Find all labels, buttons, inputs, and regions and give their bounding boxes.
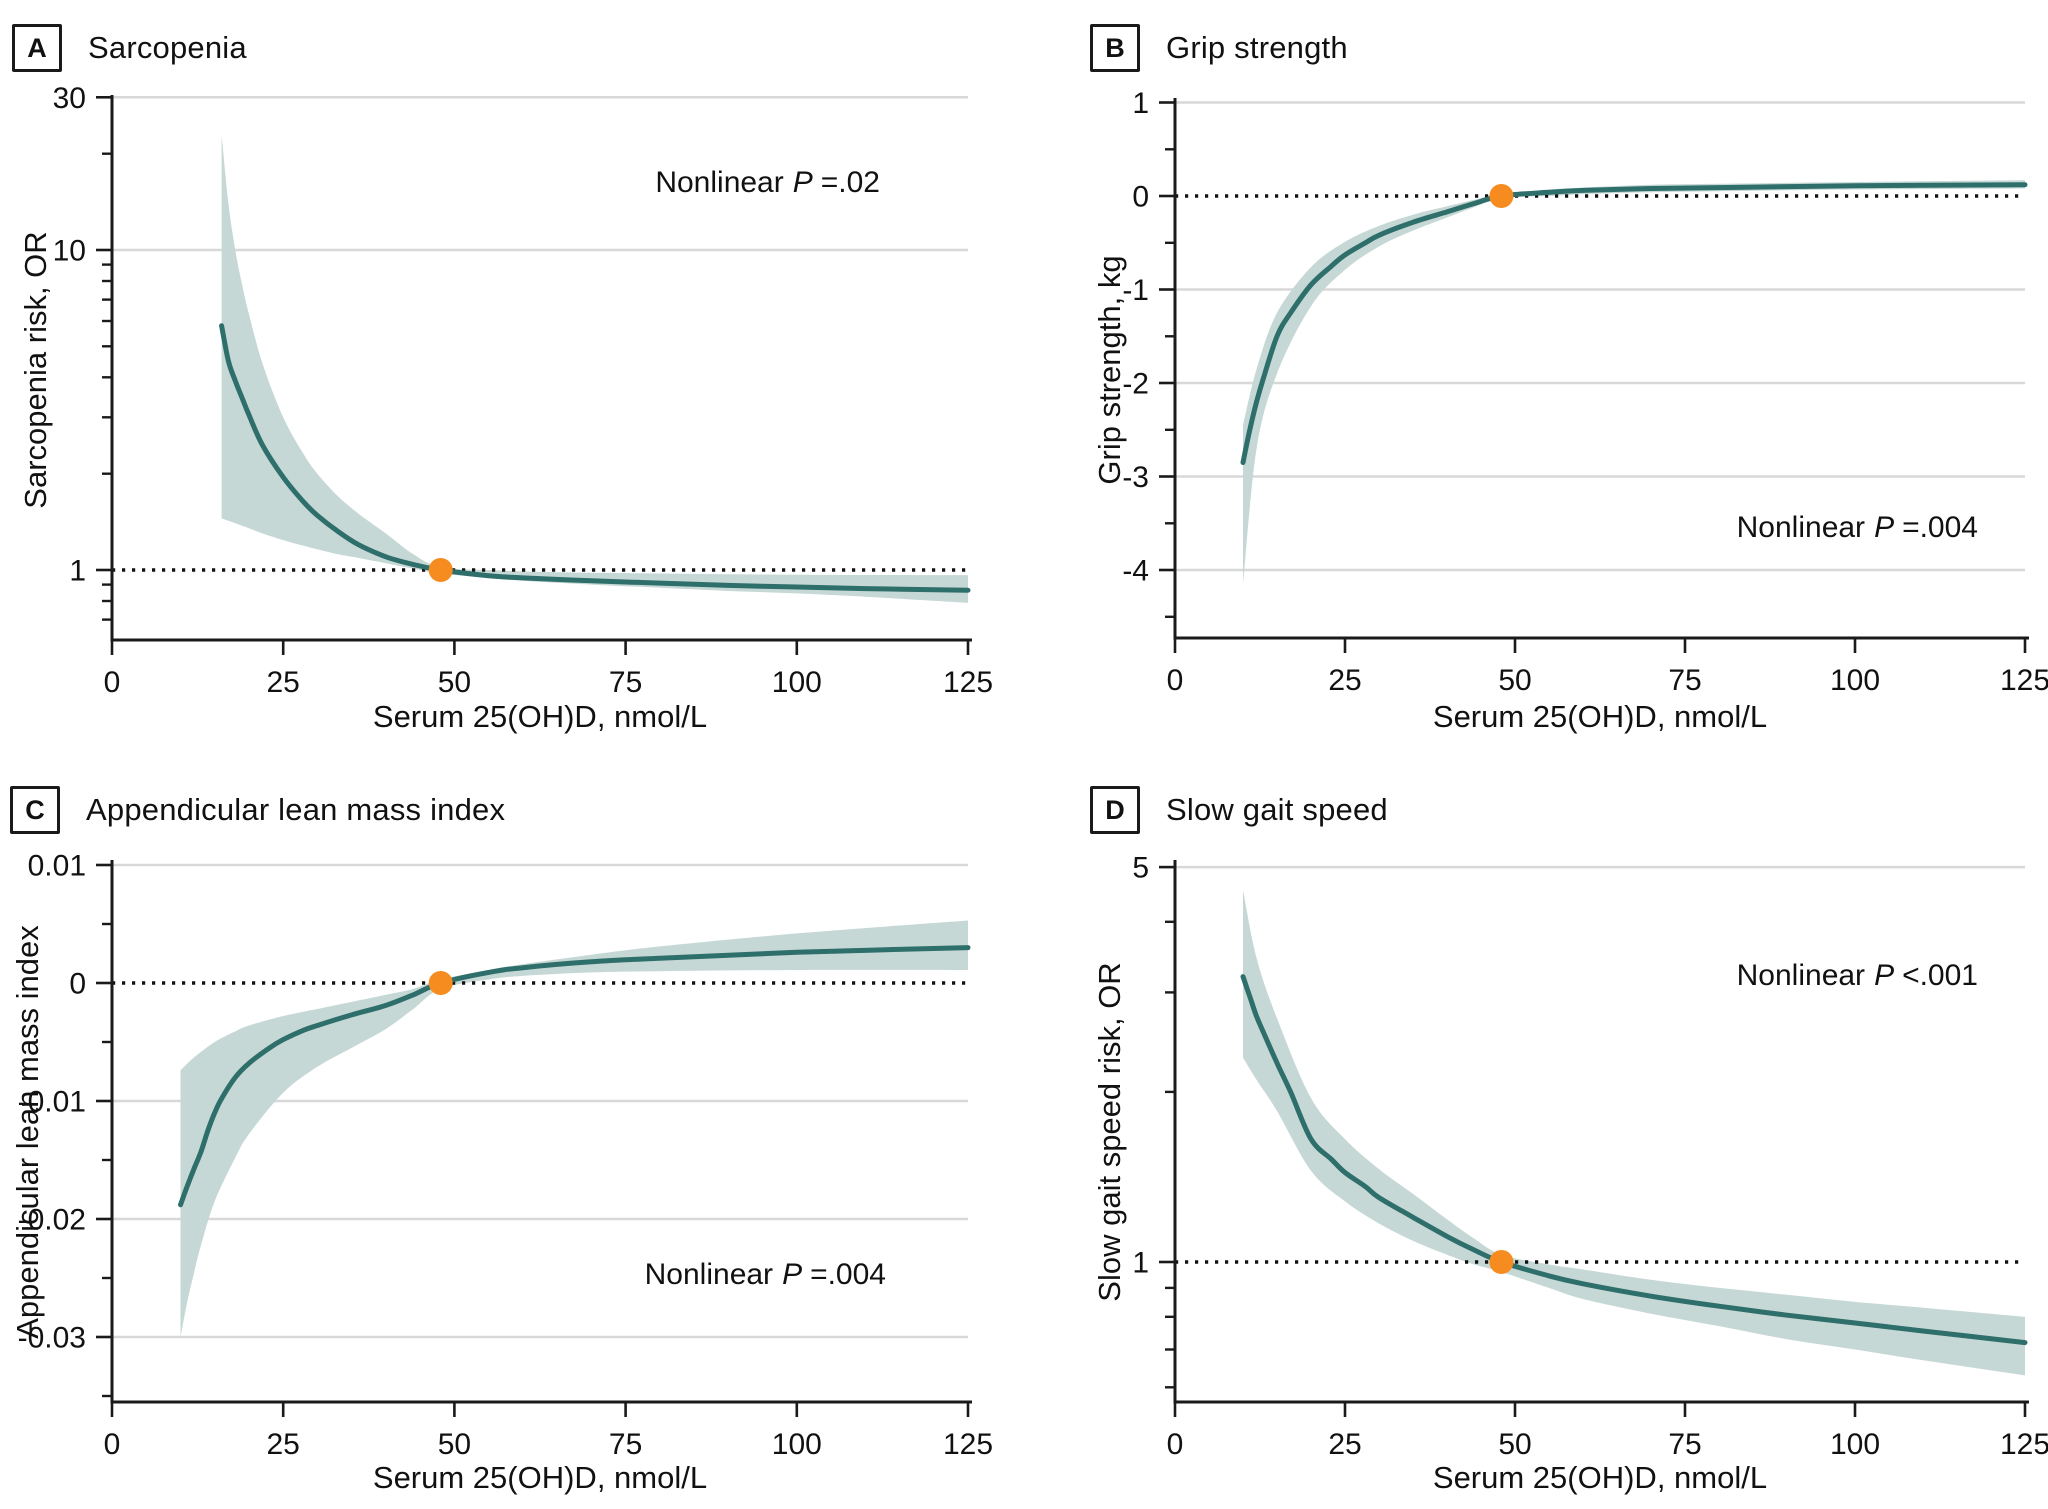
annotation-prefix: Nonlinear xyxy=(644,1258,774,1291)
x-tick-label: 50 xyxy=(1498,1428,1531,1461)
y-tick-label: 5 xyxy=(1132,852,1149,885)
confidence-band xyxy=(221,134,969,603)
estimate-curve xyxy=(1240,182,2028,465)
y-tick-label: 0.01 xyxy=(28,850,86,883)
panel-c-letter: C xyxy=(25,794,45,825)
x-tick-label: 25 xyxy=(1328,664,1361,697)
plot-b: 1 0 -1 -2 -3 -4 0 25 50 75 100 125 xyxy=(1122,87,2048,697)
panel-c-x-axis-title: Serum 25(OH)D, nmol/L xyxy=(372,1460,708,1495)
reference-dot xyxy=(1489,1250,1514,1274)
panel-a-y-axis-title: Sarcopenia risk, OR xyxy=(18,231,53,509)
panel-d-annotation: Nonlinear P <.001 xyxy=(1737,959,1978,993)
annotation-value: =.02 xyxy=(820,166,880,199)
x-tick-label: 75 xyxy=(1668,664,1701,697)
x-tick-label: 100 xyxy=(772,666,822,699)
y-tick-label: 0 xyxy=(69,968,86,1001)
estimate-curve xyxy=(219,323,971,593)
plot-c: 0.01 0 -0.01 -0.02 -0.03 0 25 50 75 100 125 xyxy=(18,850,993,1462)
panel-b-letter: B xyxy=(1105,32,1125,63)
reference-dot xyxy=(428,971,453,995)
panel-a-annotation: Nonlinear P =.02 xyxy=(655,166,880,200)
panel-b-header: B Grip strength xyxy=(1090,24,1348,72)
annotation-prefix: Nonlinear xyxy=(1736,511,1866,544)
panel-a-x-axis-title: Serum 25(OH)D, nmol/L xyxy=(372,699,708,734)
y-tick-label: 10 xyxy=(53,235,86,268)
x-tick-label: 75 xyxy=(609,666,642,699)
panel-d-header: D Slow gait speed xyxy=(1090,786,1388,834)
plot-d: 5 1 0 25 50 75 100 125 xyxy=(1132,852,2048,1461)
x-tick-label: 25 xyxy=(267,666,300,699)
panel-b-y-axis-title: Grip strength, kg xyxy=(1092,255,1127,485)
panel-d-title: Slow gait speed xyxy=(1166,792,1388,827)
y-tick-label: -0.02 xyxy=(18,1204,86,1237)
annotation-p-symbol: P xyxy=(1874,959,1895,992)
y-tick-label: -4 xyxy=(1122,555,1149,588)
x-tick-label: 0 xyxy=(1167,664,1184,697)
x-tick-label: 0 xyxy=(104,1428,121,1461)
panel-c-annotation: Nonlinear P =.004 xyxy=(645,1258,886,1292)
annotation-prefix: Nonlinear xyxy=(655,166,784,199)
panel-b-letter-box: B xyxy=(1090,24,1140,72)
x-tick-label: 125 xyxy=(943,666,993,699)
y-tick-label: 0 xyxy=(1132,181,1149,214)
y-tick-label: -3 xyxy=(1122,461,1149,494)
panel-d-letter: D xyxy=(1105,794,1125,825)
panel-a-letter-box: A xyxy=(12,24,62,72)
panel-d-x-axis-title: Serum 25(OH)D, nmol/L xyxy=(1432,1460,1768,1495)
x-tick-label: 100 xyxy=(772,1428,822,1461)
x-tick-label: 0 xyxy=(1167,1428,1184,1461)
annotation-value: =.004 xyxy=(810,1258,886,1291)
estimate-curve xyxy=(1240,974,2028,1346)
annotation-prefix: Nonlinear xyxy=(1736,959,1866,992)
reference-dot xyxy=(1489,184,1514,208)
estimate-curve xyxy=(178,945,971,1208)
panel-b-annotation: Nonlinear P =.004 xyxy=(1737,511,1978,545)
panel-c-y-axis-title: Appendicular lean mass index xyxy=(10,925,45,1339)
x-tick-label: 25 xyxy=(1328,1428,1361,1461)
confidence-band xyxy=(1243,890,2025,1376)
panel-c-title: Appendicular lean mass index xyxy=(86,792,506,827)
confidence-band xyxy=(180,920,968,1337)
x-tick-label: 50 xyxy=(1498,664,1531,697)
panel-a-header: A Sarcopenia xyxy=(12,24,247,72)
y-tick-label: 1 xyxy=(1132,87,1149,120)
panel-c-letter-box: C xyxy=(10,786,60,834)
x-tick-label: 125 xyxy=(943,1428,993,1461)
y-tick-label: -2 xyxy=(1122,368,1149,401)
reference-dot xyxy=(428,558,453,582)
x-tick-label: 75 xyxy=(609,1428,642,1461)
y-tick-label: -0.01 xyxy=(18,1086,86,1119)
x-tick-label: 100 xyxy=(1830,664,1880,697)
x-tick-label: 50 xyxy=(438,1428,471,1461)
annotation-p-symbol: P xyxy=(792,166,813,199)
panel-d-y-axis-title: Slow gait speed risk, OR xyxy=(1092,962,1127,1302)
y-tick-label: -0.03 xyxy=(18,1322,86,1355)
y-tick-label: 30 xyxy=(53,82,86,115)
x-tick-label: 125 xyxy=(2000,1428,2048,1461)
x-tick-label: 75 xyxy=(1668,1428,1701,1461)
annotation-value: =.004 xyxy=(1902,511,1978,544)
annotation-value: <.001 xyxy=(1902,959,1978,992)
x-tick-label: 50 xyxy=(438,666,471,699)
y-tick-label: 1 xyxy=(69,555,86,588)
x-tick-label: 125 xyxy=(2000,664,2048,697)
annotation-p-symbol: P xyxy=(782,1258,803,1291)
panel-b-title: Grip strength xyxy=(1166,30,1348,65)
annotation-p-symbol: P xyxy=(1874,511,1895,544)
x-tick-label: 0 xyxy=(104,666,121,699)
panel-d-letter-box: D xyxy=(1090,786,1140,834)
y-tick-label: -1 xyxy=(1122,274,1149,307)
panel-c-header: C Appendicular lean mass index xyxy=(10,786,505,834)
x-tick-label: 100 xyxy=(1830,1428,1880,1461)
y-tick-label: 1 xyxy=(1132,1247,1149,1280)
panel-a-title: Sarcopenia xyxy=(88,30,247,65)
x-tick-label: 25 xyxy=(267,1428,300,1461)
panel-a-letter: A xyxy=(27,32,47,63)
panel-b-x-axis-title: Serum 25(OH)D, nmol/L xyxy=(1432,699,1768,734)
